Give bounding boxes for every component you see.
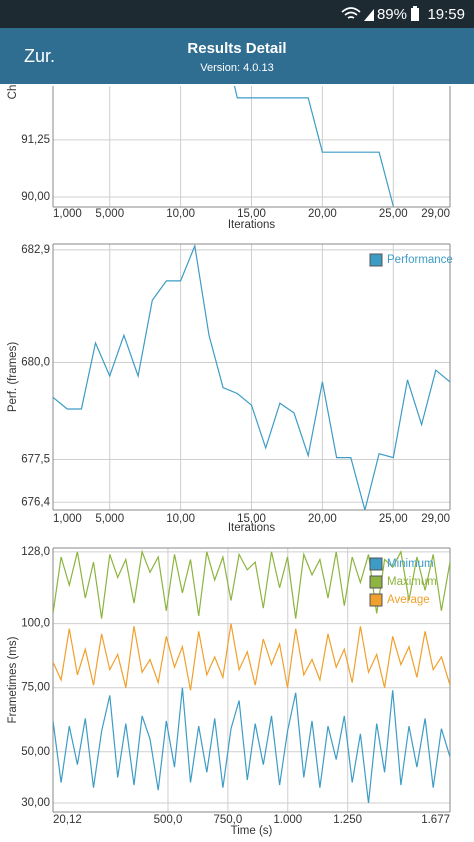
data-line bbox=[53, 687, 450, 804]
y-tick-label: 677,5 bbox=[21, 454, 50, 466]
y-tick-label: 676,4 bbox=[21, 496, 50, 508]
x-tick-label: 15,00 bbox=[237, 208, 266, 220]
legend-swatch bbox=[369, 593, 383, 607]
x-tick-label: 20,12 bbox=[53, 814, 82, 826]
chart: 90,00 91,25 1,000 5,000 10,00 15,00 20,00 25,00… bbox=[7, 85, 451, 231]
plot-area bbox=[233, 86, 394, 207]
legend-label: Average bbox=[387, 594, 430, 606]
plot-area bbox=[53, 549, 450, 804]
legend-swatch bbox=[369, 253, 383, 267]
x-tick-label: 1,000 bbox=[53, 208, 82, 220]
signal-icon bbox=[364, 9, 374, 21]
x-axis-title: Time (s) bbox=[231, 825, 273, 837]
x-tick-label: 1.677 bbox=[421, 814, 450, 826]
y-tick-label: 91,25 bbox=[21, 134, 50, 146]
y-tick-label: 75,00 bbox=[21, 682, 50, 694]
y-tick-label: 100,0 bbox=[21, 618, 50, 630]
data-line bbox=[233, 86, 394, 207]
y-tick-label: 30,00 bbox=[21, 797, 50, 809]
x-tick-label: 750,0 bbox=[213, 814, 242, 826]
charts: 90,00 91,25 1,000 5,000 10,00 15,00 20,00 25,00… bbox=[7, 85, 453, 837]
x-tick-label: 20,00 bbox=[308, 513, 337, 525]
battery-level: 89% bbox=[377, 6, 407, 23]
y-tick-label: 682,9 bbox=[21, 244, 50, 256]
x-tick-label: 29,00 bbox=[421, 208, 450, 220]
y-axis-title: Ch bbox=[7, 85, 19, 100]
x-tick-label: 20,00 bbox=[308, 208, 337, 220]
battery-cap bbox=[413, 6, 417, 8]
status-icons bbox=[341, 6, 419, 21]
app-bar bbox=[0, 28, 474, 84]
y-tick-label: 128,0 bbox=[21, 546, 50, 558]
screen-title: Results Detail bbox=[187, 40, 286, 57]
data-line bbox=[53, 623, 450, 691]
y-tick-label: 50,00 bbox=[21, 746, 50, 758]
back-button[interactable]: Zur. bbox=[24, 46, 55, 66]
x-axis-title: Iterations bbox=[228, 219, 276, 231]
legend-swatch bbox=[369, 557, 383, 571]
x-tick-label: 25,00 bbox=[379, 208, 408, 220]
y-axis-title: Perf. (frames) bbox=[7, 342, 19, 412]
status-bar bbox=[0, 0, 474, 28]
legend-label: Performance bbox=[387, 254, 453, 266]
y-axis-title: Frametimes (ms) bbox=[7, 636, 19, 723]
y-tick-label: 680,0 bbox=[21, 356, 50, 368]
x-axis-title: Iterations bbox=[228, 522, 276, 534]
battery-icon bbox=[411, 8, 419, 21]
plot-area bbox=[53, 244, 450, 510]
x-tick-label: 15,00 bbox=[237, 513, 266, 525]
x-tick-label: 1.000 bbox=[273, 814, 302, 826]
x-tick-label: 1.250 bbox=[333, 814, 362, 826]
screen-subtitle: Version: 4.0.13 bbox=[200, 62, 273, 74]
data-line bbox=[53, 549, 450, 619]
x-tick-label: 500,0 bbox=[154, 814, 183, 826]
legend-label: Maximum bbox=[387, 576, 437, 588]
chart: 676,4 677,5 680,0 682,9 1,000 5,000 10,00 15,00… bbox=[7, 243, 453, 534]
legend-swatch bbox=[369, 575, 383, 589]
x-tick-label: 1,000 bbox=[53, 513, 82, 525]
chart: 30,00 50,00 75,00 100,0 128,0 20,12 500,0 750,0… bbox=[7, 546, 451, 837]
clock: 19:59 bbox=[427, 6, 465, 23]
legend-label: Minimum bbox=[387, 558, 434, 570]
x-tick-label: 5,000 bbox=[95, 513, 124, 525]
x-tick-label: 5,000 bbox=[95, 208, 124, 220]
x-tick-label: 29,00 bbox=[421, 513, 450, 525]
wifi-icon bbox=[341, 7, 361, 19]
x-tick-label: 10,00 bbox=[166, 208, 195, 220]
y-tick-label: 90,00 bbox=[21, 191, 50, 203]
x-tick-label: 25,00 bbox=[379, 513, 408, 525]
x-tick-label: 10,00 bbox=[166, 513, 195, 525]
data-line bbox=[53, 244, 450, 510]
